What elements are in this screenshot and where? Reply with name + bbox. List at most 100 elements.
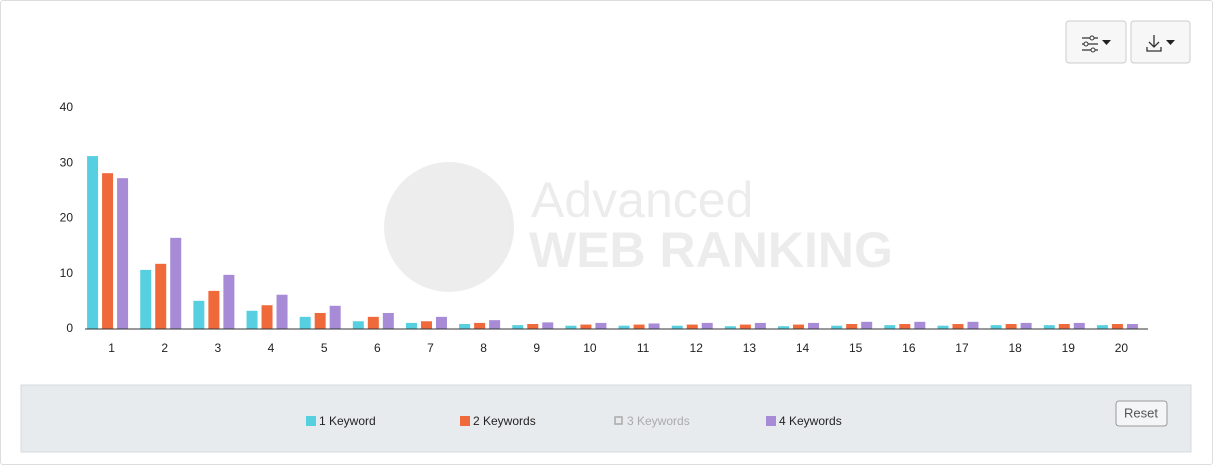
settings-knob [1089, 35, 1095, 41]
bar [831, 325, 843, 329]
download-button[interactable] [1130, 20, 1191, 64]
bar [778, 326, 790, 329]
bar [884, 325, 896, 329]
bar [686, 324, 698, 329]
legend-panel [20, 384, 1192, 453]
y-tick-label: 0 [66, 321, 73, 335]
bar [595, 322, 607, 329]
x-tick-label: 10 [583, 341, 597, 355]
x-tick-label: 4 [268, 341, 275, 355]
bar [489, 320, 501, 329]
bar [1111, 324, 1123, 329]
bar [808, 322, 820, 329]
settings-knob [1083, 41, 1089, 47]
legend-swatch[interactable] [766, 416, 776, 426]
watermark: Advanced WEB RANKING [384, 162, 893, 292]
settings-knob [1090, 47, 1096, 53]
y-tick-label: 30 [60, 155, 74, 169]
legend-label[interactable]: 3 Keywords [627, 414, 690, 428]
bar [140, 269, 152, 329]
bar [382, 312, 394, 329]
x-tick-label: 8 [480, 341, 487, 355]
y-tick-label: 20 [60, 211, 74, 225]
bar [1020, 322, 1032, 329]
x-tick-label: 2 [161, 341, 168, 355]
bar [512, 325, 524, 329]
bar [580, 324, 592, 329]
bar [701, 322, 713, 329]
bar [352, 321, 364, 329]
x-tick-label: 16 [902, 341, 916, 355]
bar [861, 321, 873, 329]
caret [1102, 40, 1111, 45]
watermark-line2: WEB RANKING [529, 222, 893, 278]
settings-button[interactable] [1065, 20, 1127, 64]
legend-swatch[interactable] [614, 416, 623, 425]
x-tick-label: 1 [108, 341, 115, 355]
x-tick-label: 13 [743, 341, 757, 355]
bar [937, 325, 949, 329]
x-tick-label: 5 [321, 341, 328, 355]
watermark-globe [384, 162, 514, 292]
legend-swatch[interactable] [306, 416, 316, 426]
bar [367, 316, 379, 329]
x-tick-label: 12 [690, 341, 704, 355]
x-tick-label: 15 [849, 341, 863, 355]
bar [1005, 324, 1017, 329]
bar [648, 323, 660, 329]
bar [261, 305, 273, 329]
bar [1043, 325, 1055, 329]
bar [459, 324, 471, 329]
x-tick-label: 14 [796, 341, 810, 355]
bar [299, 316, 311, 329]
legend-label[interactable]: 1 Keyword [319, 414, 376, 428]
bar [990, 325, 1002, 329]
reset-label: Reset [1124, 405, 1158, 420]
x-tick-label: 17 [955, 341, 969, 355]
caret [1166, 40, 1175, 45]
bar [542, 322, 554, 329]
bar [155, 263, 167, 329]
bar [618, 325, 630, 329]
bar [435, 316, 447, 329]
bar [170, 237, 182, 329]
bar [246, 310, 258, 329]
legend-swatch[interactable] [460, 416, 470, 426]
reset-button[interactable] [1115, 400, 1168, 427]
bar [314, 312, 326, 329]
bar [967, 321, 979, 329]
x-tick-label: 20 [1115, 341, 1129, 355]
bar [1126, 324, 1138, 329]
bar [793, 324, 805, 329]
y-tick-label: 10 [60, 266, 74, 280]
bar [329, 305, 341, 329]
bar [102, 173, 114, 329]
bar [846, 324, 858, 329]
legend-label[interactable]: 4 Keywords [779, 414, 842, 428]
bar [1058, 324, 1070, 329]
bar [117, 178, 129, 329]
legend-label[interactable]: 2 Keywords [473, 414, 536, 428]
bar [952, 324, 964, 329]
toolbar [1065, 20, 1191, 64]
bar [193, 300, 205, 329]
bar [914, 321, 926, 329]
bar [739, 324, 751, 329]
bar [671, 325, 683, 329]
bar [208, 290, 220, 329]
bar [87, 156, 99, 329]
y-tick-label: 40 [60, 100, 74, 114]
x-tick-label: 19 [1062, 341, 1076, 355]
watermark-line1: Advanced [531, 172, 753, 228]
x-tick-label: 3 [215, 341, 222, 355]
bar [899, 324, 911, 329]
bar [1096, 325, 1108, 329]
bar [633, 324, 645, 329]
x-tick-label: 18 [1008, 341, 1022, 355]
bar [276, 294, 288, 329]
bar [420, 321, 432, 329]
bar [724, 326, 736, 329]
x-tick-label: 7 [427, 341, 434, 355]
